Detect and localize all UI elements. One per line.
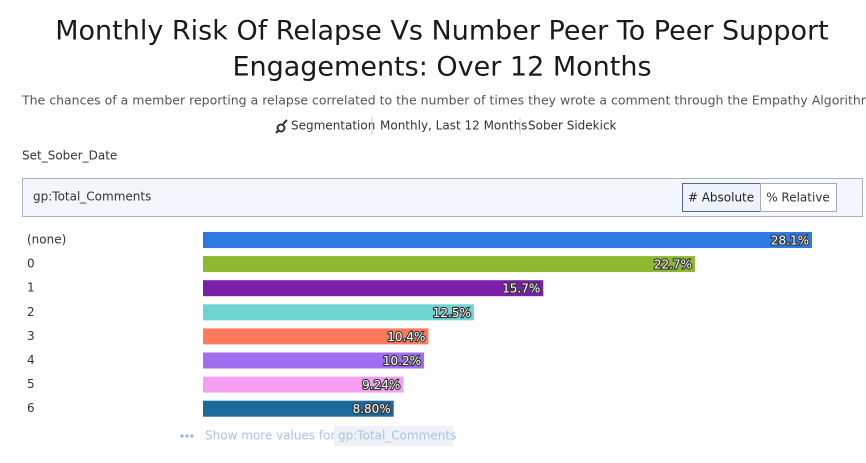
value-label: 15.7% [502,282,540,296]
bar [203,400,394,417]
value-label: 10.2% [383,354,421,368]
bar [203,376,404,393]
value-label: 22.7% [654,258,692,272]
category-label: 2 [27,305,35,319]
bar [203,256,695,273]
category-label: 1 [27,281,35,295]
show-more-field[interactable]: gp:Total_Comments [338,429,456,443]
value-label: 9.24% [362,378,400,392]
toggle-button[interactable] [760,183,837,212]
category-label: 5 [27,377,35,391]
title: Monthly Risk Of Relapse Vs Number Peer T… [55,16,829,47]
bar [203,304,474,321]
show-more[interactable]: Show more values for [205,429,336,443]
bar [203,352,425,369]
value-label: 10.4% [387,330,425,344]
value-label: 12.5% [433,306,471,320]
group-by: gp:Total_Comments [33,190,151,204]
toggle-label: % Relative [766,191,830,205]
filter-label: Set_Sober_Date [22,149,117,163]
meta-item[interactable]: Sober Sidekick [528,119,617,133]
meta-item[interactable]: Segmentation [291,119,375,133]
category-label: 3 [27,329,35,343]
toggle-label: # Absolute [688,191,754,205]
value-label: 28.1% [771,234,809,248]
category-label: 4 [27,353,35,367]
dots [180,434,194,438]
bar [203,232,812,248]
bar [203,280,544,297]
category-label: (none) [27,233,66,247]
meta-item[interactable]: Monthly, Last 12 Months [380,119,527,133]
bar [203,328,429,345]
field-chip [334,426,454,446]
title: Engagements: Over 12 Months [232,52,651,83]
subtitle: The chances of a member reporting a rela… [21,93,866,108]
category-label: 0 [27,257,35,271]
segmentation-icon [275,119,288,134]
category-label: 6 [27,401,35,415]
value-label: 8.80% [353,402,391,416]
